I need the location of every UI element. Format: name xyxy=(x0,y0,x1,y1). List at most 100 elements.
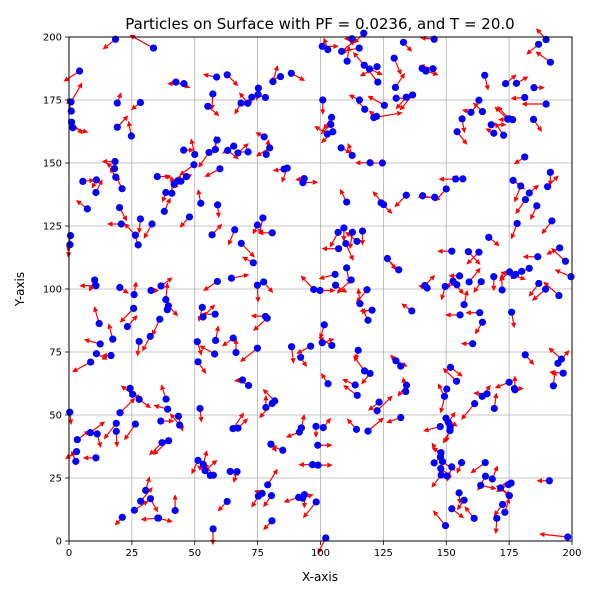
x-tick-label: 125 xyxy=(374,548,393,559)
particle-point xyxy=(164,302,172,310)
arrow-head xyxy=(510,95,517,101)
arrow-head xyxy=(475,267,481,274)
particle-point xyxy=(112,419,120,427)
arrow-head xyxy=(242,418,249,424)
arrow-head xyxy=(148,449,155,456)
particle-point xyxy=(505,480,513,489)
particle-point xyxy=(126,384,134,392)
particle-point xyxy=(525,264,533,272)
particle-point xyxy=(443,385,451,393)
particle-point xyxy=(397,362,405,370)
arrow-head xyxy=(239,92,245,99)
particle-point xyxy=(477,278,485,286)
arrow-head xyxy=(399,72,406,79)
particle-point xyxy=(329,128,337,136)
particle-point xyxy=(185,213,194,221)
particle-point xyxy=(158,439,166,447)
particle-point xyxy=(478,318,487,326)
arrow-head xyxy=(249,251,255,258)
arrow-head xyxy=(491,285,497,292)
particle-point xyxy=(487,121,495,129)
particle-point xyxy=(391,83,400,91)
particle-point xyxy=(171,506,179,515)
particle-point xyxy=(194,358,202,366)
particle-point xyxy=(521,195,530,204)
arrow-head xyxy=(242,256,249,262)
particle-point xyxy=(534,40,543,48)
arrow-head xyxy=(243,273,250,279)
particle-point xyxy=(190,161,198,169)
arrow-head xyxy=(440,294,446,301)
particle-point xyxy=(267,492,276,500)
arrow-head xyxy=(429,274,436,281)
particle-point xyxy=(408,307,416,315)
arrow-head xyxy=(232,153,239,160)
particle-point xyxy=(209,525,217,533)
arrow-head xyxy=(97,179,103,186)
arrow-head xyxy=(198,161,204,168)
arrow-head xyxy=(233,338,239,344)
arrow-head xyxy=(165,197,171,204)
arrow-head xyxy=(221,341,228,347)
x-tick-label: 175 xyxy=(500,548,519,559)
arrow-head xyxy=(135,350,141,357)
arrow-head xyxy=(438,176,444,182)
particle-point xyxy=(348,151,356,160)
arrow-head xyxy=(299,75,306,81)
arrow-head xyxy=(145,476,151,483)
arrow-head xyxy=(250,313,257,319)
particle-point xyxy=(268,517,276,525)
y-tick-label: 50 xyxy=(49,411,62,422)
particle-point xyxy=(116,409,124,417)
particle-point xyxy=(561,257,570,265)
particle-point xyxy=(287,343,296,351)
arrow-head xyxy=(232,80,239,87)
arrow-head xyxy=(510,322,517,329)
arrow-head xyxy=(153,506,159,513)
particle-point xyxy=(533,202,541,210)
arrow-head xyxy=(168,418,175,424)
particle-point xyxy=(254,84,262,92)
particle-point xyxy=(529,115,538,124)
arrow-head xyxy=(323,37,328,44)
arrow-head xyxy=(423,427,430,433)
arrow-shaft xyxy=(544,533,568,538)
particle-point xyxy=(459,175,467,183)
arrow-head xyxy=(461,413,467,420)
particle-point xyxy=(498,500,507,509)
arrow-head xyxy=(253,325,259,332)
particle-point xyxy=(212,336,220,345)
particle-point xyxy=(205,148,213,157)
particle-point xyxy=(162,395,170,403)
arrow-head xyxy=(202,72,209,78)
orientation-arrow xyxy=(539,531,568,538)
particle-point xyxy=(157,417,165,425)
particle-point xyxy=(436,422,444,431)
particle-point xyxy=(223,497,231,506)
arrow-head xyxy=(209,304,216,311)
particle-point xyxy=(213,73,221,81)
arrow-head xyxy=(102,43,109,50)
particle-point xyxy=(437,471,445,479)
arrow-head xyxy=(456,504,463,511)
particle-point xyxy=(248,93,256,101)
arrow-head xyxy=(238,412,245,419)
particle-point xyxy=(211,310,219,318)
particle-point xyxy=(442,185,450,193)
particle-point xyxy=(327,120,335,129)
particle-point xyxy=(361,105,369,113)
particle-point xyxy=(134,241,142,249)
arrow-head xyxy=(339,188,345,195)
particle-point xyxy=(249,259,257,267)
arrow-head xyxy=(354,160,361,166)
particle-point xyxy=(419,192,427,200)
arrow-head xyxy=(460,341,467,347)
arrow-head xyxy=(320,109,326,115)
arrow-head xyxy=(386,208,393,214)
arrow-head xyxy=(197,349,203,356)
arrow-head xyxy=(243,143,249,149)
arrow-head xyxy=(442,437,448,444)
particle-point xyxy=(130,506,138,514)
particle-point xyxy=(469,340,477,348)
arrow-head xyxy=(285,433,292,438)
